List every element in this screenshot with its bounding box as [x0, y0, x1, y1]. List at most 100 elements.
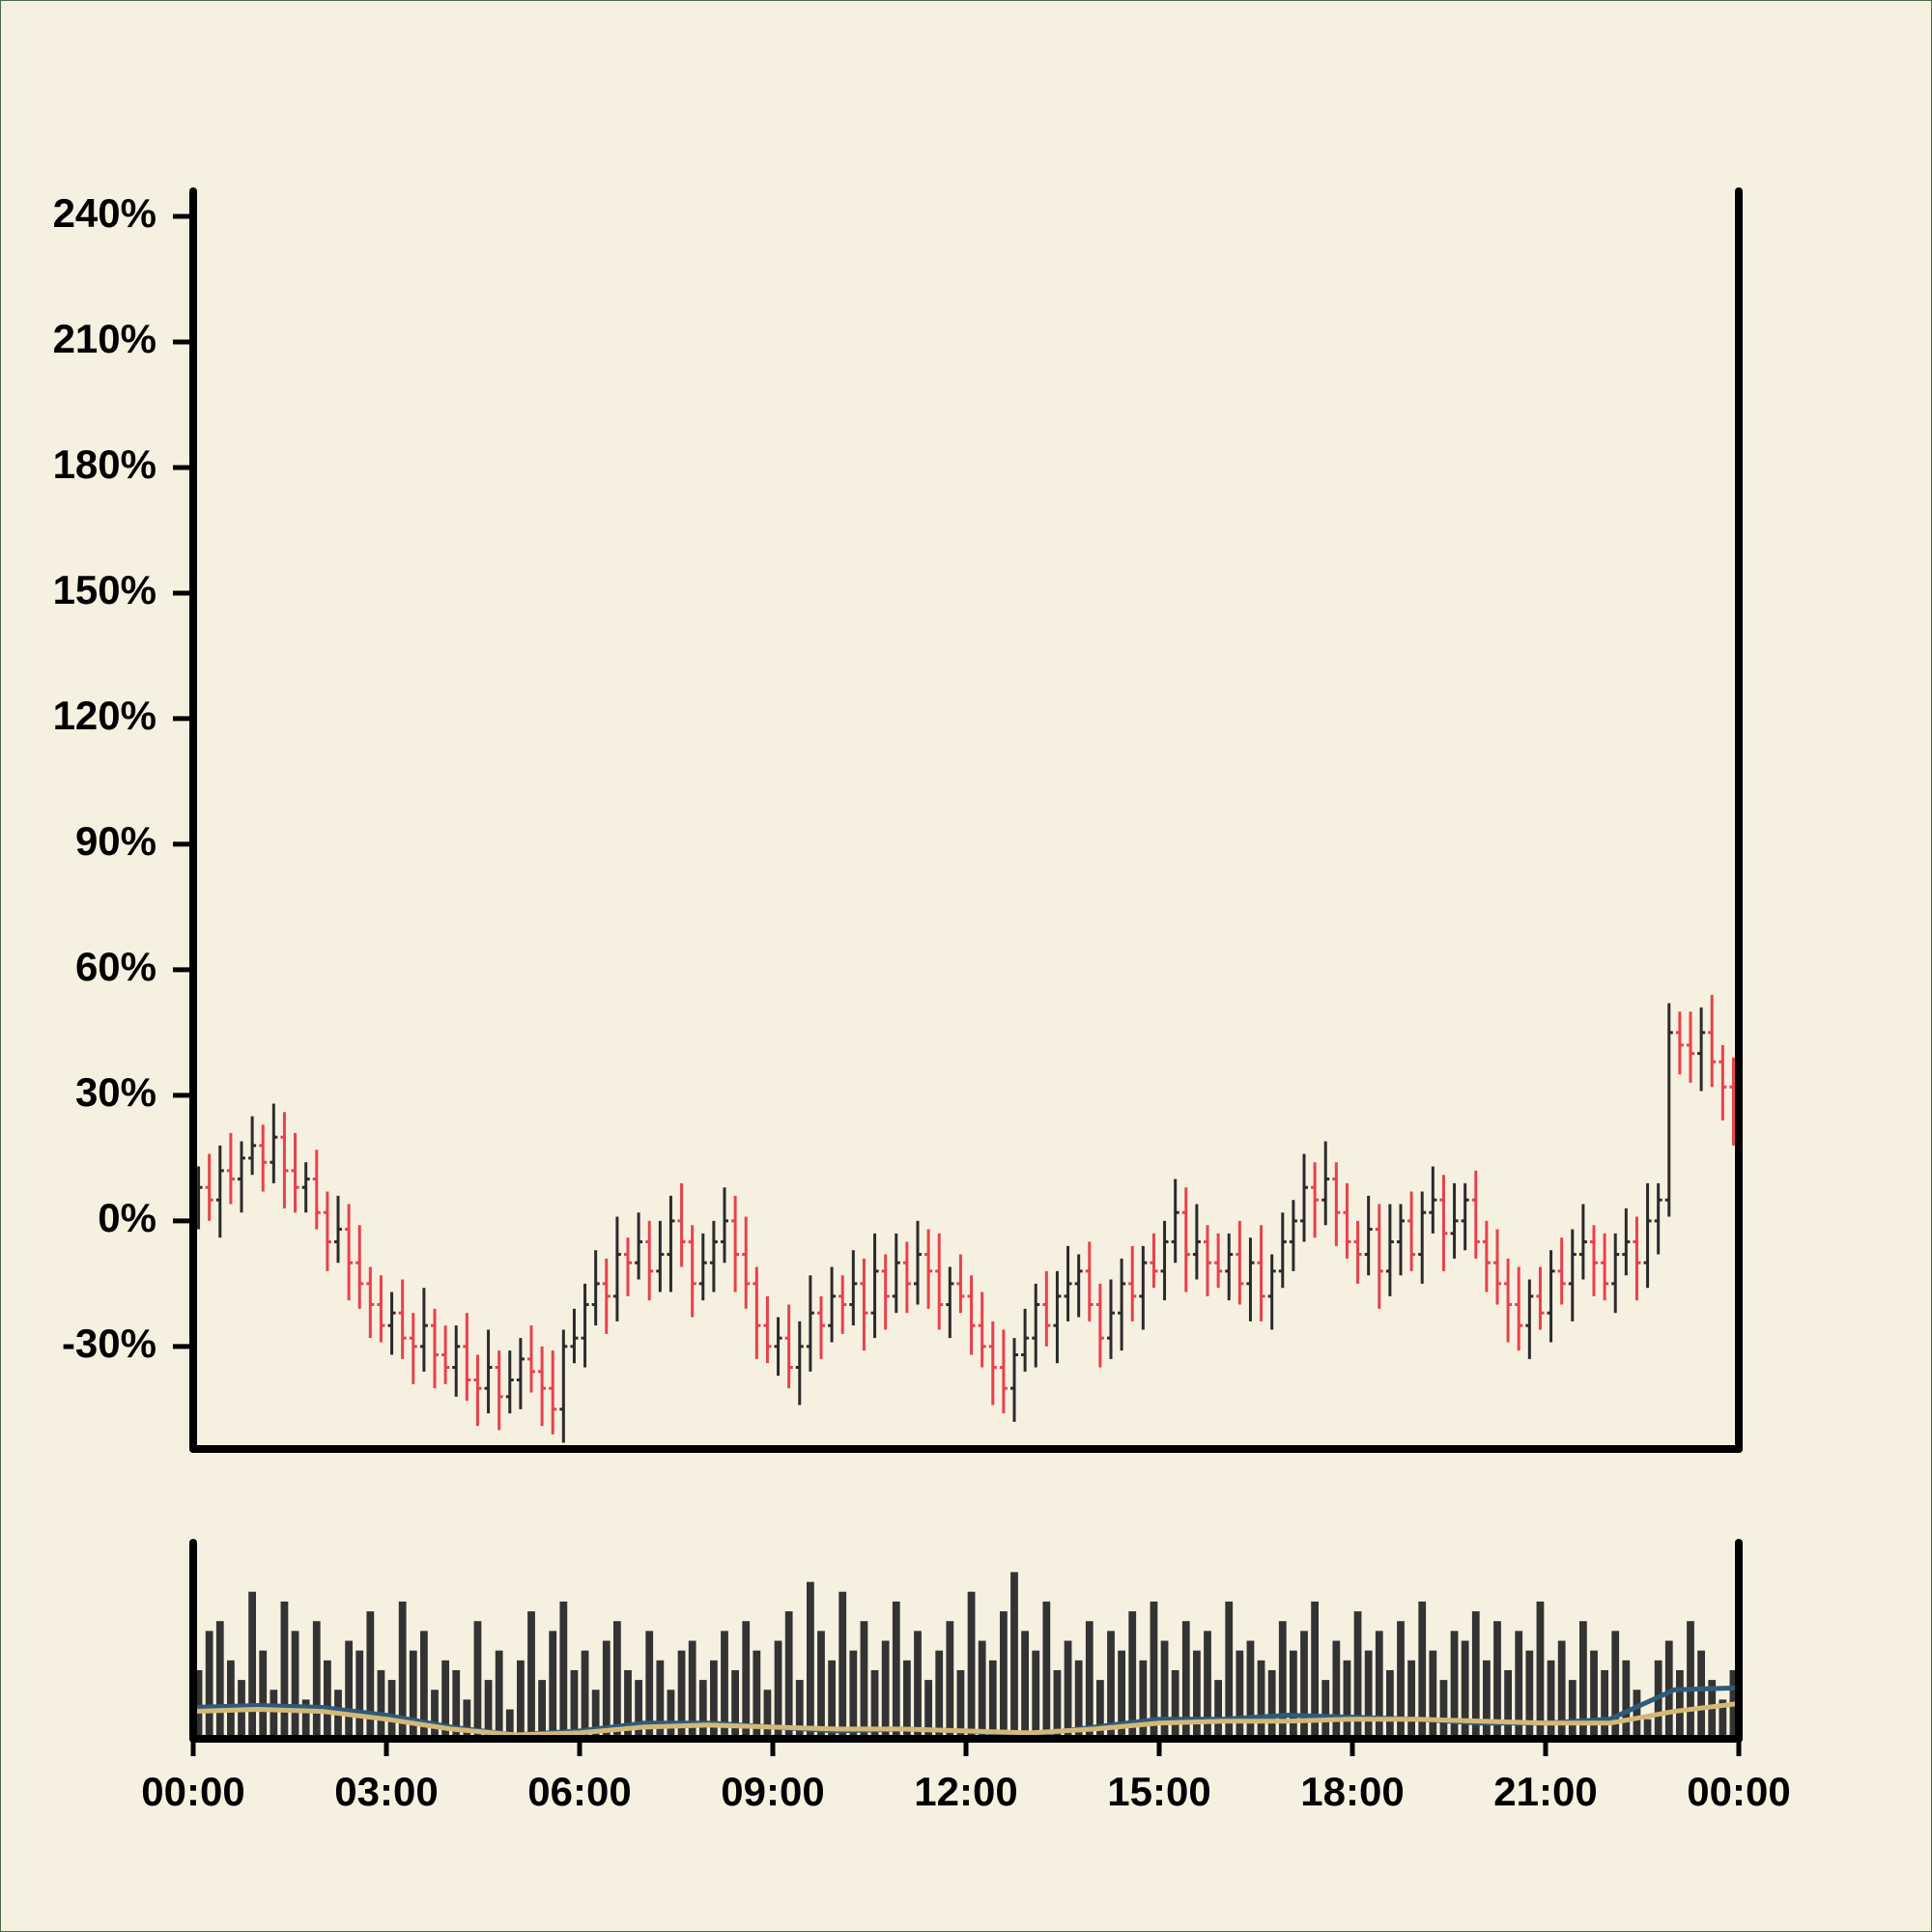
- volume-bar: [1204, 1631, 1211, 1739]
- volume-bar: [1557, 1640, 1566, 1739]
- volume-bar: [1064, 1640, 1072, 1739]
- x-tick-label: 03:00: [334, 1769, 438, 1814]
- volume-bar: [1236, 1650, 1244, 1739]
- volume-bar: [838, 1591, 847, 1739]
- volume-bar: [194, 1669, 203, 1739]
- volume-bar: [978, 1640, 986, 1739]
- volume-bar: [946, 1621, 954, 1739]
- volume-bar: [1547, 1660, 1555, 1739]
- volume-bar: [312, 1621, 321, 1739]
- volume-bar: [1407, 1660, 1415, 1739]
- volume-bar: [280, 1601, 289, 1739]
- volume-bar: [505, 1709, 514, 1739]
- volume-bar: [431, 1690, 439, 1739]
- volume-bar: [1139, 1660, 1148, 1739]
- volume-bar: [645, 1631, 654, 1739]
- volume-bar: [721, 1631, 728, 1739]
- volume-bar: [1290, 1650, 1297, 1739]
- volume-bar: [1450, 1631, 1459, 1739]
- volume-bar: [495, 1650, 503, 1739]
- volume-bar: [301, 1699, 310, 1739]
- volume-bar: [1246, 1640, 1255, 1739]
- volume-bar: [1515, 1631, 1523, 1739]
- volume-bar: [613, 1621, 621, 1739]
- volume-bar: [1471, 1611, 1480, 1739]
- volume-bar: [635, 1680, 642, 1739]
- volume-bar: [688, 1640, 696, 1739]
- volume-bar: [1483, 1660, 1491, 1739]
- volume-bar: [441, 1660, 449, 1739]
- volume-bar: [1193, 1650, 1201, 1739]
- volume-bar: [1708, 1680, 1717, 1739]
- volume-bar: [1504, 1669, 1512, 1739]
- volume-bar: [795, 1680, 804, 1739]
- x-tick-label: 15:00: [1107, 1769, 1210, 1814]
- volume-bar: [1676, 1669, 1684, 1739]
- y-tick-label: 0%: [98, 1195, 156, 1240]
- volume-bar: [324, 1660, 331, 1739]
- y-tick-label: 240%: [53, 190, 156, 236]
- volume-bar: [1364, 1650, 1373, 1739]
- volume-bar: [345, 1640, 353, 1739]
- volume-bar: [1429, 1650, 1437, 1739]
- x-tick-label: 06:00: [527, 1769, 631, 1814]
- volume-bar: [956, 1669, 965, 1739]
- volume-bar: [570, 1669, 579, 1739]
- volume-bar: [527, 1611, 535, 1739]
- volume-bar: [559, 1601, 568, 1739]
- volume-bar: [1536, 1601, 1545, 1739]
- volume-bar: [463, 1699, 471, 1739]
- volume-bar: [1107, 1631, 1115, 1739]
- volume-bar: [774, 1640, 782, 1739]
- volume-bar: [1343, 1660, 1351, 1739]
- volume-bar: [291, 1631, 299, 1739]
- volume-bar: [538, 1680, 546, 1739]
- volume-bar: [698, 1680, 707, 1739]
- volume-bar: [1579, 1621, 1587, 1739]
- volume-bar: [1611, 1631, 1620, 1739]
- volume-bar: [1118, 1650, 1125, 1739]
- volume-bar: [1601, 1669, 1608, 1739]
- volume-bar: [1257, 1660, 1265, 1739]
- volume-bar: [1493, 1621, 1501, 1739]
- volume-bar: [1053, 1669, 1062, 1739]
- volume-bar: [1633, 1690, 1641, 1739]
- volume-bar: [1397, 1621, 1405, 1739]
- volume-bar: [753, 1650, 761, 1739]
- volume-bar: [473, 1621, 482, 1739]
- volume-bar: [849, 1650, 858, 1739]
- volume-bar: [710, 1660, 718, 1739]
- volume-bar: [355, 1650, 364, 1739]
- moving-average-line: [192, 1700, 1740, 1738]
- volume-bar: [452, 1669, 461, 1739]
- volume-bar: [387, 1680, 396, 1739]
- y-tick-label: 210%: [53, 316, 156, 361]
- volume-bar: [602, 1640, 611, 1739]
- x-tick-label: 09:00: [721, 1769, 824, 1814]
- y-tick-label: 120%: [53, 693, 156, 738]
- volume-bar: [1042, 1601, 1051, 1739]
- y-tick-label: 30%: [75, 1069, 156, 1115]
- volume-bar: [1622, 1660, 1631, 1739]
- volume-bar: [1074, 1660, 1083, 1739]
- volume-bar: [1568, 1680, 1577, 1739]
- volume-bar: [1643, 1719, 1652, 1739]
- volume-bar: [215, 1621, 224, 1739]
- volume-bar: [1021, 1631, 1029, 1739]
- volume-bar: [935, 1650, 944, 1739]
- y-tick-label: 180%: [53, 441, 156, 487]
- volume-bar: [1150, 1601, 1158, 1739]
- volume-bar: [1439, 1680, 1448, 1739]
- volume-bar: [420, 1631, 428, 1739]
- volume-bar: [1332, 1640, 1341, 1739]
- volume-bar: [1461, 1640, 1469, 1739]
- volume-bar: [924, 1680, 932, 1739]
- y-tick-label: 60%: [75, 944, 156, 989]
- volume-bar: [1687, 1621, 1694, 1739]
- volume-bar: [409, 1650, 417, 1739]
- x-tick-label: 00:00: [1687, 1769, 1790, 1814]
- volume-bar: [656, 1660, 665, 1739]
- volume-bar: [624, 1669, 632, 1739]
- volume-bar: [1321, 1680, 1330, 1739]
